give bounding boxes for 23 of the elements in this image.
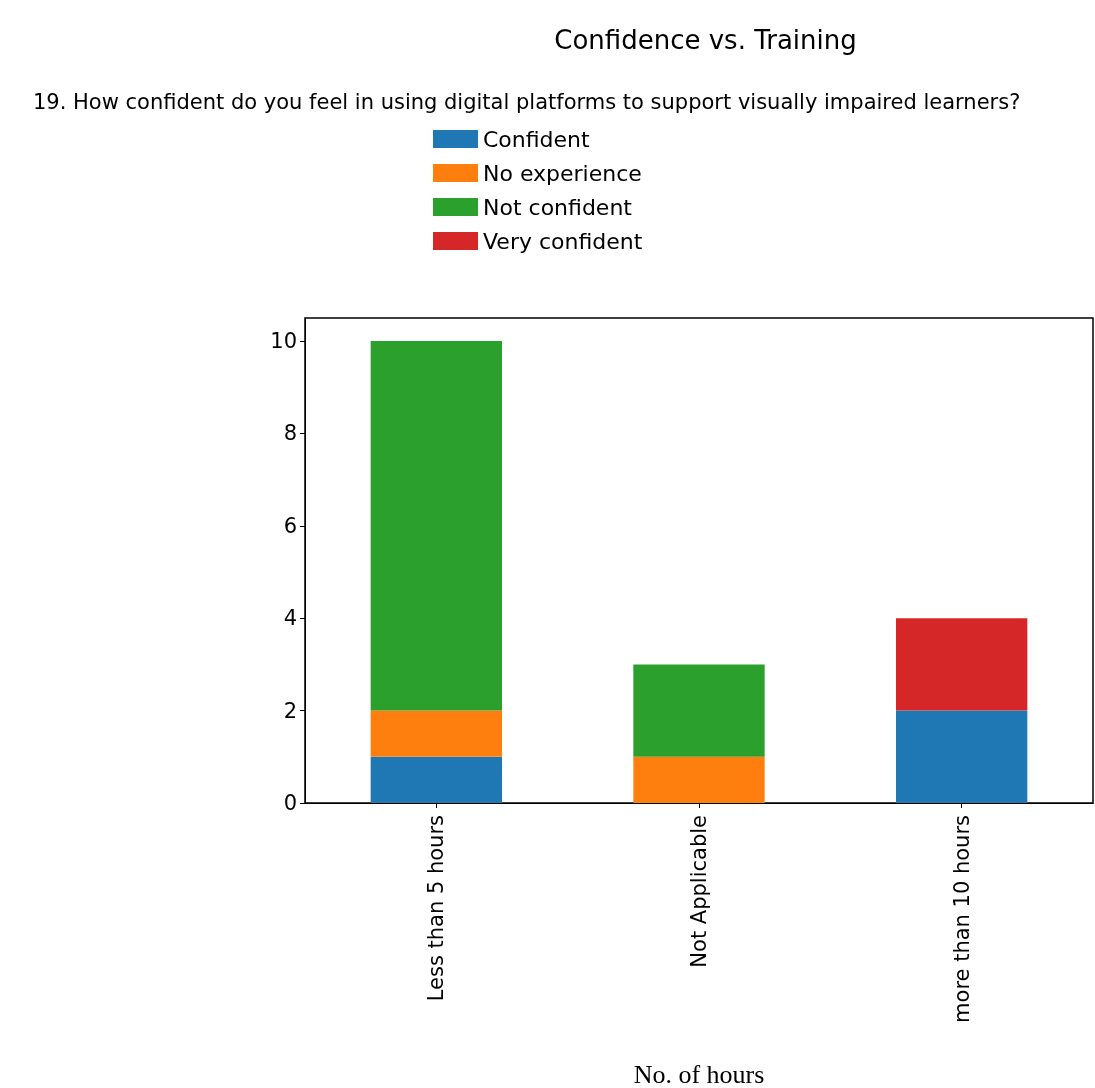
y-tick-label: 4	[283, 606, 297, 631]
chart-title: Confidence vs. Training	[554, 25, 857, 55]
legend-label: No experience	[483, 160, 642, 186]
x-tick-label: more than 10 hours	[949, 815, 974, 1023]
y-tick-label: 0	[283, 791, 297, 815]
bar	[370, 710, 502, 757]
x-axis-title: No. of hours	[633, 1059, 765, 1088]
x-tick-label: Less than 5 hours	[424, 815, 449, 1002]
x-tick-label: Not Applicable	[687, 815, 711, 968]
bar	[896, 618, 1028, 711]
bar	[896, 710, 1028, 803]
y-tick-label: 10	[270, 329, 297, 354]
legend-title: 19. How confident do you feel in using digital platforms to support visually impaired learners?	[33, 89, 1021, 114]
legend-label: Not confident	[483, 194, 633, 220]
y-tick-label: 2	[283, 698, 297, 723]
legend-label: Confident	[483, 126, 591, 152]
bar	[370, 756, 502, 803]
y-tick-label: 6	[283, 513, 297, 538]
bar	[370, 341, 502, 711]
legend-label: Very confident	[483, 228, 643, 254]
y-tick-label: 8	[283, 421, 297, 446]
bar	[633, 664, 765, 757]
bar	[633, 756, 765, 803]
